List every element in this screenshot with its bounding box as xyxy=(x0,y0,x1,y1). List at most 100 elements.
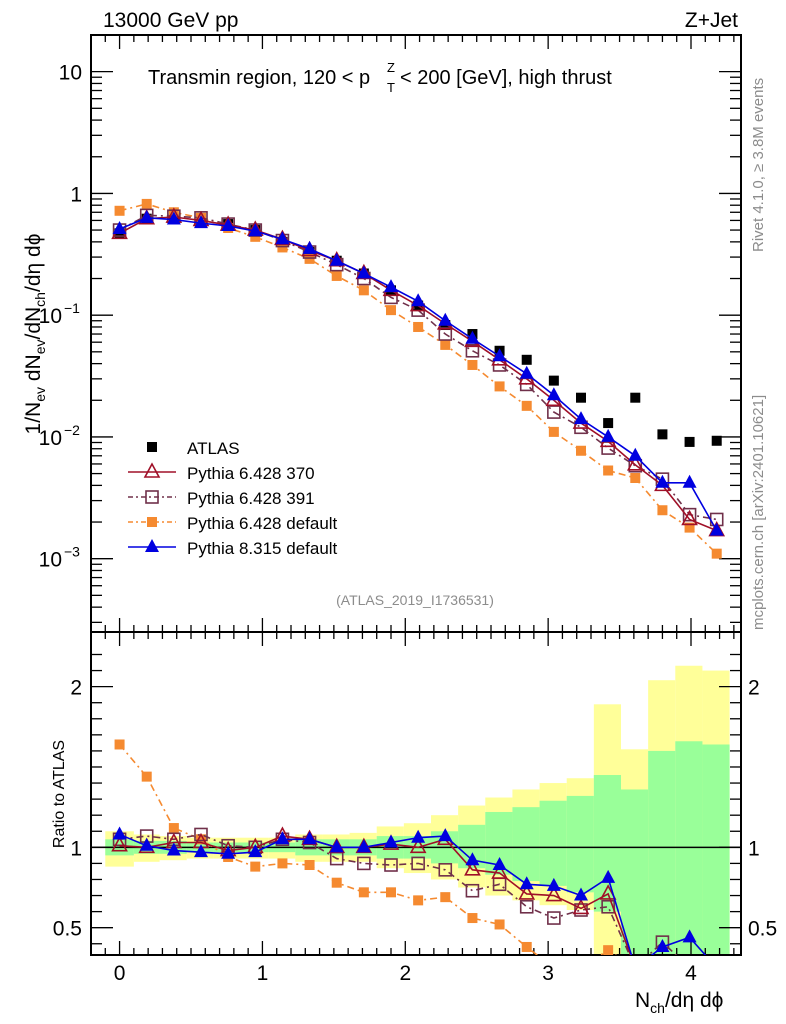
ratio-data-point xyxy=(518,884,536,900)
data-point xyxy=(603,418,614,429)
y-tick-label: 10 xyxy=(39,549,62,572)
ratio-data-point xyxy=(682,929,697,943)
ratio-data-point xyxy=(521,941,532,952)
ratio-data-point xyxy=(465,852,480,866)
header-left-title: 13000 GeV pp xyxy=(103,9,238,32)
data-point xyxy=(626,455,644,471)
data-point xyxy=(440,339,451,350)
inner-band-bin xyxy=(675,741,703,955)
ratio-data-point xyxy=(494,919,505,930)
data-point xyxy=(684,522,695,533)
y-tick-exponent: −2 xyxy=(64,422,80,438)
inner-band-bin xyxy=(539,800,567,886)
ratio-data-point xyxy=(519,899,534,914)
data-point xyxy=(709,522,724,536)
ratio-data-point xyxy=(572,898,590,915)
x-axis-label: Nch/dη dϕ xyxy=(635,989,723,1016)
series-line xyxy=(119,217,718,532)
ratio-data-point xyxy=(657,963,667,973)
data-point xyxy=(465,330,480,344)
data-point xyxy=(521,354,532,365)
data-point xyxy=(302,240,317,254)
legend-entry: Pythia 6.428 370 xyxy=(128,462,315,483)
ratio-y-tick-label: 0.5 xyxy=(53,918,82,941)
ratio-data-point xyxy=(411,856,425,871)
data-point xyxy=(519,365,534,379)
ratio-data-point xyxy=(464,860,481,876)
ratio-data-point xyxy=(329,839,344,853)
data-point xyxy=(194,215,208,229)
data-point xyxy=(546,387,561,401)
ratio-data-point xyxy=(221,845,236,859)
ratio-series-group xyxy=(111,739,722,974)
ratio-data-point xyxy=(603,945,614,955)
data-point xyxy=(494,381,505,392)
title-part-2: < 200 [GeV], high thrust xyxy=(400,67,612,89)
ratio-data-point xyxy=(574,887,588,901)
ratio-data-point xyxy=(601,869,616,883)
data-point xyxy=(711,435,722,446)
ratio-data-point xyxy=(275,831,290,845)
ratio-data-point xyxy=(111,836,128,852)
ratio-data-point xyxy=(545,885,563,902)
y-tick-exponent: −3 xyxy=(64,544,80,560)
title-part-1: Transmin region, 120 < p xyxy=(148,67,370,89)
legend-label: ATLAS xyxy=(187,439,240,458)
ratio-data-point xyxy=(250,861,261,872)
series-line xyxy=(119,216,718,532)
legend-marker xyxy=(145,490,159,504)
ratio-data-point xyxy=(467,913,478,924)
ratio-data-point xyxy=(409,837,427,854)
mcplots-label: mcplots.cern.ch [arXiv:2401.10621] xyxy=(750,395,767,630)
ratio-data-point xyxy=(712,963,722,973)
data-point xyxy=(628,447,643,461)
data-point xyxy=(413,321,424,332)
ratio-y-tick-label-right: 1 xyxy=(748,837,760,860)
ratio-plot-frame xyxy=(90,631,742,956)
data-point xyxy=(711,548,722,559)
ratio-data-point xyxy=(601,899,615,914)
ratio-data-point xyxy=(302,831,317,845)
data-point xyxy=(438,312,453,326)
data-point xyxy=(630,472,641,483)
ratio-data-point xyxy=(166,842,181,856)
ratio-series-line xyxy=(119,835,632,955)
ratio-data-point xyxy=(438,863,453,877)
data-point xyxy=(603,465,614,476)
ratio-data-point xyxy=(141,771,152,782)
ratio-series-pythia-8-315-default xyxy=(112,826,707,973)
ratio-data-point xyxy=(629,962,641,974)
ratio-data-point xyxy=(358,887,369,898)
inner-band-bin xyxy=(593,775,621,912)
data-point xyxy=(576,445,586,456)
inner-band-bin xyxy=(648,750,676,955)
data-point xyxy=(684,436,695,447)
data-point xyxy=(248,223,263,237)
data-point xyxy=(386,305,396,316)
legend-entry: ATLAS xyxy=(147,439,240,458)
svg-text:Nch/dη dϕ: Nch/dη dϕ xyxy=(635,989,723,1016)
data-point xyxy=(682,474,697,488)
data-point xyxy=(521,400,532,411)
data-point xyxy=(492,348,507,362)
ratio-data-point xyxy=(438,828,453,842)
data-point xyxy=(465,343,480,358)
data-point xyxy=(304,253,315,264)
ratio-y-axis-label: Ratio to ATLAS xyxy=(51,740,68,848)
x-tick-label: 4 xyxy=(685,962,697,985)
ratio-data-point xyxy=(194,844,208,858)
svg-text:1/Nev dNev/dNch/dη dϕ: 1/Nev dNev/dNch/dη dϕ xyxy=(22,234,48,435)
data-point xyxy=(682,507,697,522)
data-point xyxy=(548,375,559,386)
main-series-group xyxy=(111,198,726,559)
data-point xyxy=(139,209,154,223)
ratio-y-tick-label-right: 0.5 xyxy=(748,918,777,941)
x-tick-label: 2 xyxy=(399,962,411,985)
data-point xyxy=(574,411,588,425)
ratio-y-tick-label: 2 xyxy=(70,677,82,700)
ratio-data-point xyxy=(491,863,508,879)
ratio-data-point xyxy=(628,960,642,973)
y-tick-label: 10 xyxy=(59,62,82,85)
